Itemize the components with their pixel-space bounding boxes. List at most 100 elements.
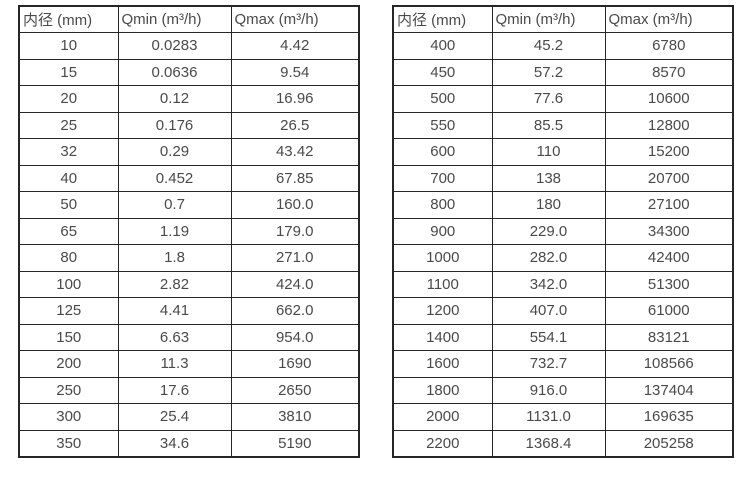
table-cell: 271.0 (230, 244, 360, 272)
table-row: 500 77.6 10600 (392, 85, 734, 113)
table-cell: 15 (18, 58, 119, 86)
column-header: Qmin (m³/h) (117, 5, 232, 33)
table-cell: 11.3 (117, 350, 232, 378)
table-cell: 954.0 (230, 323, 360, 351)
table-cell: 900 (392, 217, 493, 245)
table-cell: 125 (18, 297, 119, 325)
header-row: 内径 (mm) Qmin (m³/h) Qmax (m³/h) (18, 5, 360, 33)
table-row: 10 0.0283 4.42 (18, 32, 360, 60)
table-cell: 282.0 (491, 244, 606, 272)
table-cell: 150 (18, 323, 119, 351)
table-cell: 3810 (230, 403, 360, 431)
table-cell: 2.82 (117, 270, 232, 298)
table-cell: 700 (392, 164, 493, 192)
table-row: 2000 1131.0 169635 (392, 403, 734, 431)
table-cell: 0.7 (117, 191, 232, 219)
table-cell: 6780 (604, 32, 734, 60)
table-cell: 61000 (604, 297, 734, 325)
table-cell: 300 (18, 403, 119, 431)
table-cell: 424.0 (230, 270, 360, 298)
table-cell: 16.96 (230, 85, 360, 113)
table-cell: 342.0 (491, 270, 606, 298)
table-row: 2200 1368.4 205258 (392, 429, 734, 457)
table-cell: 160.0 (230, 191, 360, 219)
table-row: 40 0.452 67.85 (18, 164, 360, 192)
table-cell: 65 (18, 217, 119, 245)
table-row: 300 25.4 3810 (18, 403, 360, 431)
table-row: 25 0.176 26.5 (18, 111, 360, 139)
table-cell: 83121 (604, 323, 734, 351)
table-cell: 229.0 (491, 217, 606, 245)
table-cell: 25 (18, 111, 119, 139)
table-row: 1800 916.0 137404 (392, 376, 734, 404)
table-row: 100 2.82 424.0 (18, 270, 360, 298)
table-cell: 1131.0 (491, 403, 606, 431)
table-cell: 34300 (604, 217, 734, 245)
table-row: 1400 554.1 83121 (392, 323, 734, 351)
table-cell: 15200 (604, 138, 734, 166)
table-cell: 5190 (230, 429, 360, 457)
table-cell: 20 (18, 85, 119, 113)
table-row: 15 0.0636 9.54 (18, 58, 360, 86)
table-row: 550 85.5 12800 (392, 111, 734, 139)
table-cell: 400 (392, 32, 493, 60)
table-cell: 1000 (392, 244, 493, 272)
table-cell: 100 (18, 270, 119, 298)
table-cell: 350 (18, 429, 119, 457)
table-cell: 1600 (392, 350, 493, 378)
table-cell: 550 (392, 111, 493, 139)
table-cell: 600 (392, 138, 493, 166)
table-cell: 32 (18, 138, 119, 166)
table-cell: 2200 (392, 429, 493, 457)
table-row: 900 229.0 34300 (392, 217, 734, 245)
table-cell: 2650 (230, 376, 360, 404)
table-cell: 6.63 (117, 323, 232, 351)
table-row: 20 0.12 16.96 (18, 85, 360, 113)
table-row: 1100 342.0 51300 (392, 270, 734, 298)
table-cell: 57.2 (491, 58, 606, 86)
table-cell: 27100 (604, 191, 734, 219)
table-row: 450 57.2 8570 (392, 58, 734, 86)
table-cell: 0.176 (117, 111, 232, 139)
table-cell: 40 (18, 164, 119, 192)
column-header: Qmin (m³/h) (491, 5, 606, 33)
table-cell: 67.85 (230, 164, 360, 192)
table-cell: 554.1 (491, 323, 606, 351)
table-cell: 137404 (604, 376, 734, 404)
column-header: Qmax (m³/h) (604, 5, 734, 33)
flow-table-small-diameters: 内径 (mm) Qmin (m³/h) Qmax (m³/h) 10 0.0283 4.4… (18, 5, 360, 458)
table-cell: 0.29 (117, 138, 232, 166)
table-cell: 9.54 (230, 58, 360, 86)
table-cell: 8570 (604, 58, 734, 86)
table-row: 1600 732.7 108566 (392, 350, 734, 378)
table-row: 80 1.8 271.0 (18, 244, 360, 272)
header-row: 内径 (mm) Qmin (m³/h) Qmax (m³/h) (392, 5, 734, 33)
table-cell: 0.12 (117, 85, 232, 113)
table-cell: 34.6 (117, 429, 232, 457)
table-cell: 205258 (604, 429, 734, 457)
table-cell: 45.2 (491, 32, 606, 60)
table-cell: 25.4 (117, 403, 232, 431)
table-cell: 1690 (230, 350, 360, 378)
table-cell: 180 (491, 191, 606, 219)
table-row: 250 17.6 2650 (18, 376, 360, 404)
table-row: 800 180 27100 (392, 191, 734, 219)
table-cell: 80 (18, 244, 119, 272)
table-cell: 1100 (392, 270, 493, 298)
table-cell: 17.6 (117, 376, 232, 404)
table-cell: 26.5 (230, 111, 360, 139)
table-cell: 407.0 (491, 297, 606, 325)
table-cell: 800 (392, 191, 493, 219)
table-cell: 0.0636 (117, 58, 232, 86)
table-cell: 1.19 (117, 217, 232, 245)
table-row: 350 34.6 5190 (18, 429, 360, 457)
table-cell: 169635 (604, 403, 734, 431)
table-cell: 4.41 (117, 297, 232, 325)
table-cell: 0.0283 (117, 32, 232, 60)
table-cell: 42400 (604, 244, 734, 272)
table-row: 125 4.41 662.0 (18, 297, 360, 325)
table-row: 50 0.7 160.0 (18, 191, 360, 219)
table-cell: 12800 (604, 111, 734, 139)
table-cell: 138 (491, 164, 606, 192)
column-header: Qmax (m³/h) (230, 5, 360, 33)
